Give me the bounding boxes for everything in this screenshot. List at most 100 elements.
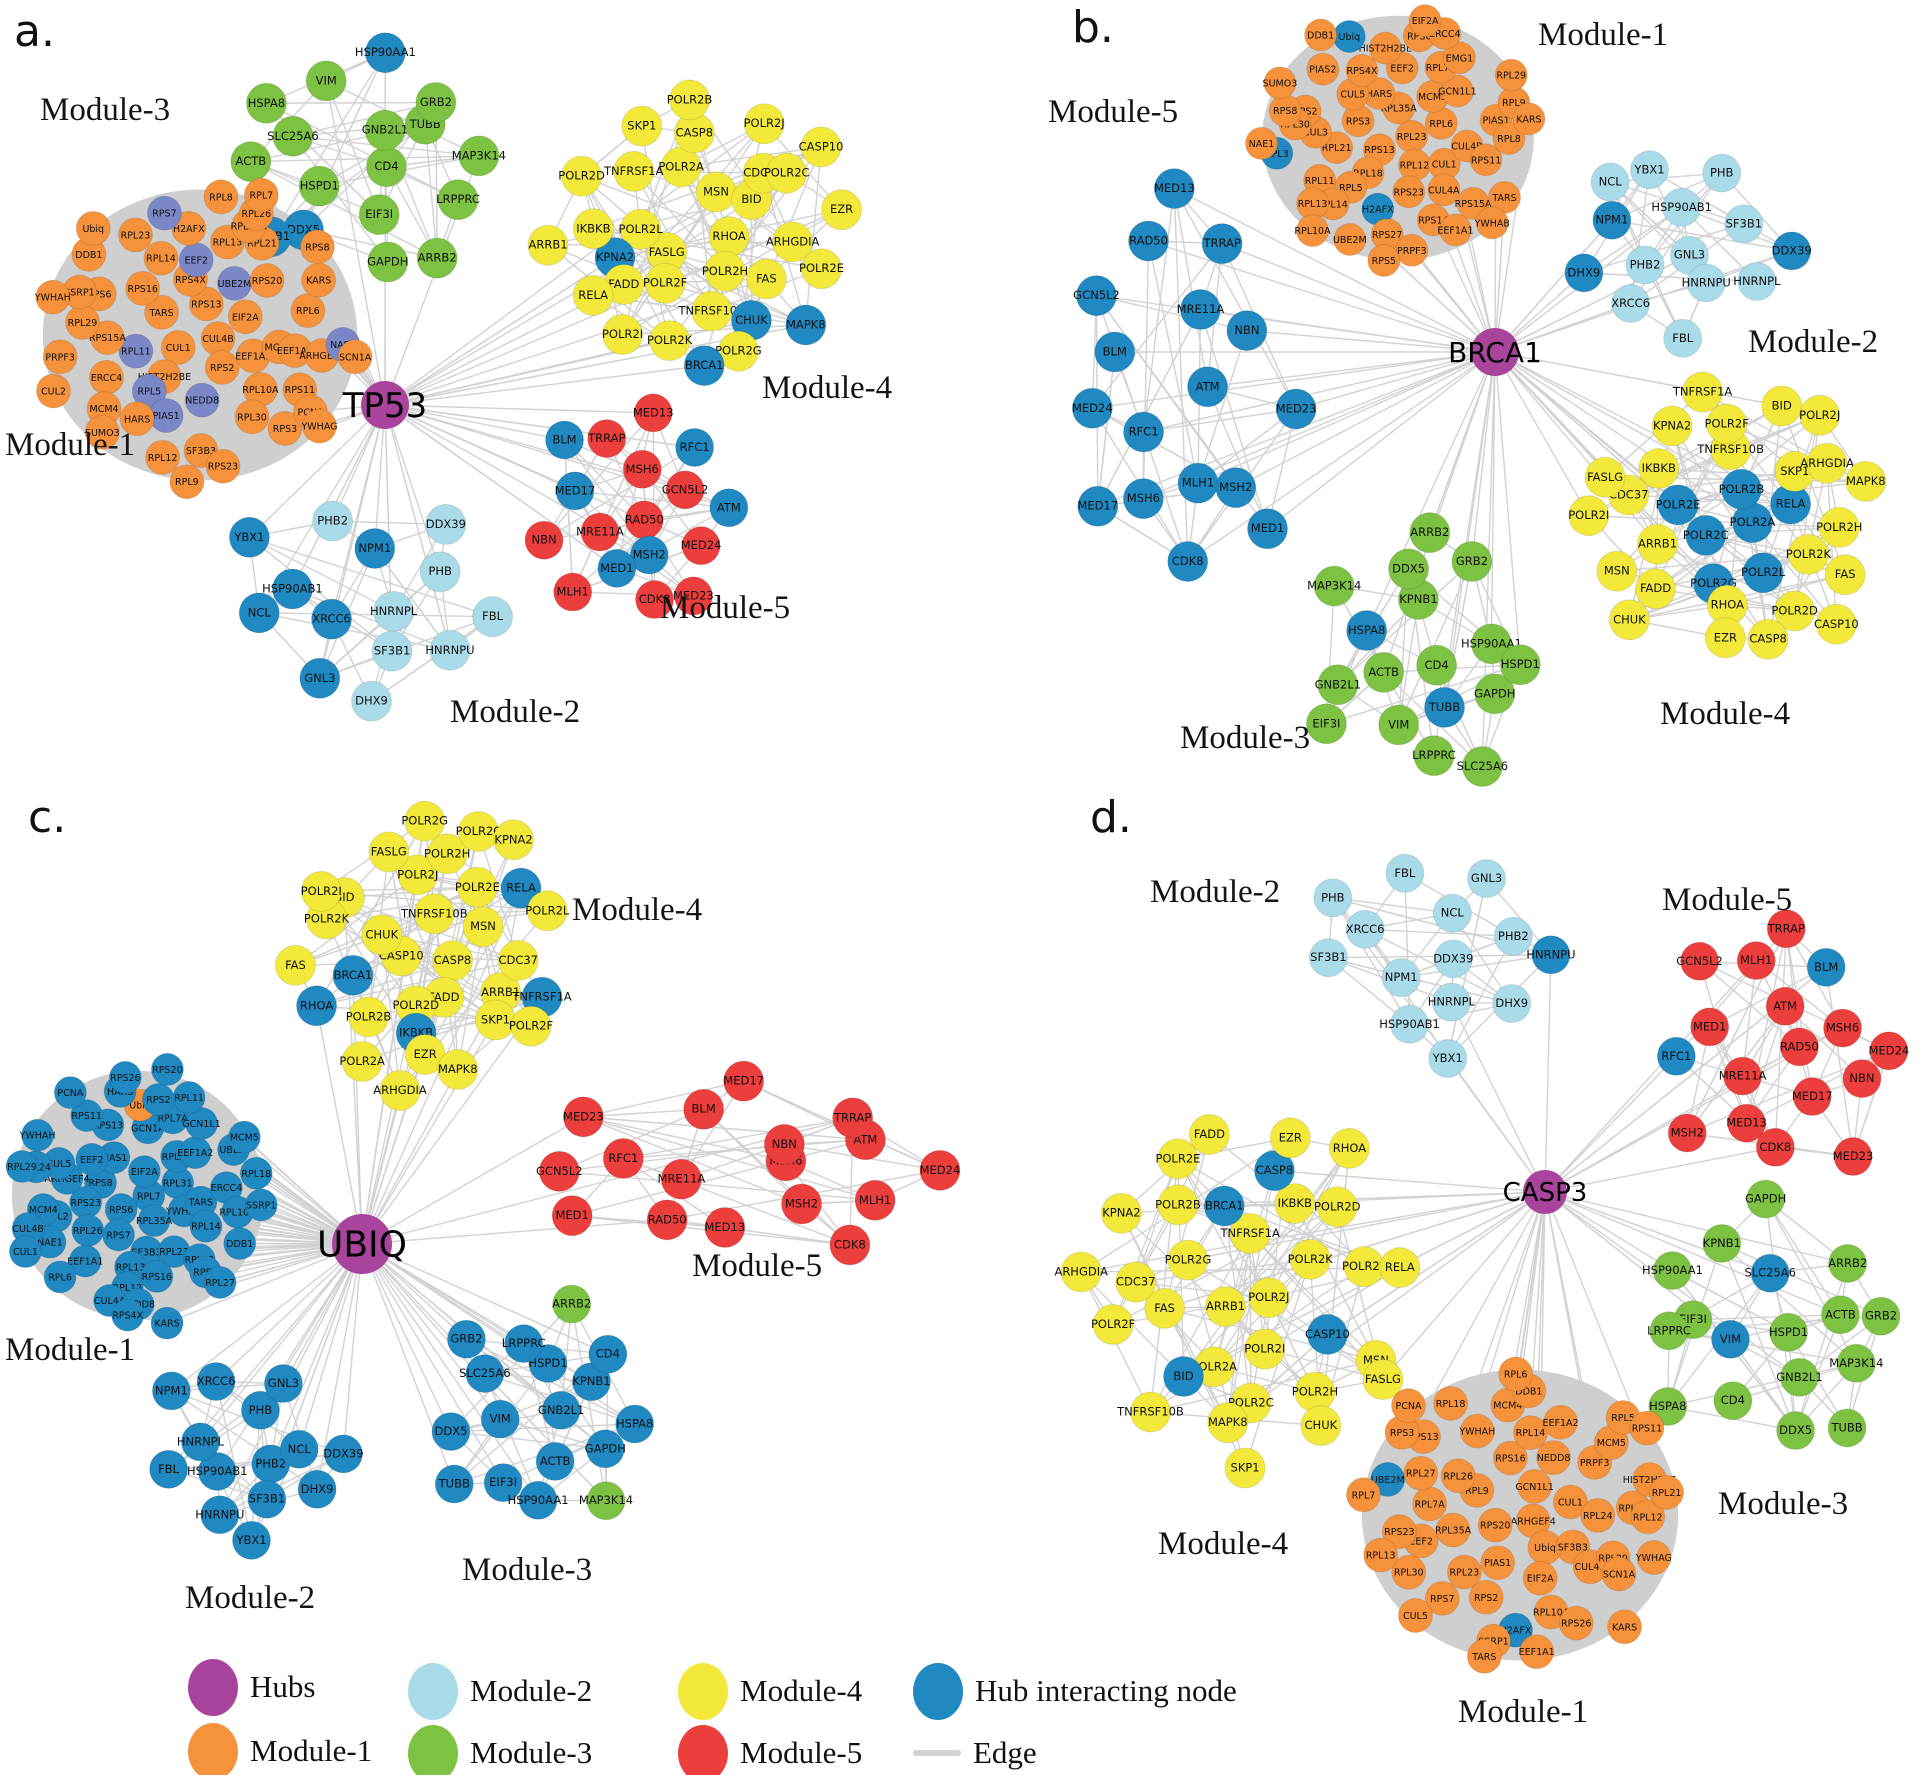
node-NBN[interactable]: NBN [1226, 310, 1268, 352]
node-POLR2J[interactable]: POLR2J [397, 854, 438, 896]
node-MAPK8[interactable]: MAPK8 [785, 304, 827, 346]
node-circle[interactable] [1157, 1184, 1199, 1226]
node-EIF2A[interactable]: EIF2A [1408, 4, 1442, 38]
node-POLR2G[interactable]: POLR2G [1165, 1239, 1212, 1281]
node-RPS27[interactable]: RPS27 [1370, 218, 1404, 252]
node-RAD50[interactable]: RAD50 [624, 500, 664, 540]
node-circle[interactable] [772, 221, 814, 263]
node-POLR2B[interactable]: POLR2B [346, 996, 392, 1038]
node-circle[interactable] [1608, 599, 1650, 641]
node-circle[interactable] [1187, 366, 1229, 408]
node-DDX5[interactable]: DDX5 [431, 1412, 471, 1452]
node-circle[interactable] [456, 866, 498, 908]
node-circle[interactable] [1649, 1311, 1689, 1351]
node-CASP8[interactable]: CASP8 [432, 940, 474, 982]
node-RPL11[interactable]: RPL11 [172, 1080, 206, 1114]
node-circle[interactable] [1806, 947, 1846, 987]
node-circle[interactable] [1766, 909, 1806, 949]
node-circle[interactable] [203, 1265, 237, 1299]
node-circle[interactable] [1611, 283, 1651, 323]
node-LRPPRC[interactable]: LRPPRC [1412, 735, 1456, 777]
node-circle[interactable] [462, 906, 504, 948]
node-TRRAP[interactable]: TRRAP [1766, 909, 1806, 949]
node-DHX9[interactable]: DHX9 [1564, 253, 1604, 293]
node-HIST2H2BE[interactable]: HIST2H2BE [1359, 31, 1413, 65]
node-circle[interactable] [1651, 405, 1693, 447]
node-FAS[interactable]: FAS [1824, 554, 1866, 596]
node-POLR2C[interactable]: POLR2C [764, 152, 810, 194]
hub-UBIQ[interactable]: UBIQ [317, 1214, 407, 1274]
node-POLR2G[interactable]: POLR2G [401, 800, 448, 842]
node-circle[interactable] [472, 596, 514, 638]
node-circle[interactable] [526, 890, 568, 932]
node-VIM[interactable]: VIM [480, 1399, 520, 1439]
node-circle[interactable] [1824, 554, 1866, 596]
node-HSPA8[interactable]: HSPA8 [1648, 1387, 1688, 1427]
node-MLH1[interactable]: MLH1 [553, 572, 593, 612]
node-circle[interactable] [1742, 552, 1784, 594]
node-MED17[interactable]: MED17 [723, 1060, 765, 1102]
node-ARRB1[interactable]: ARRB1 [1636, 523, 1678, 565]
node-HARS[interactable]: HARS [1362, 76, 1396, 110]
node-RPL13[interactable]: RPL13 [1363, 1537, 1399, 1573]
node-HNRNPU[interactable]: HNRNPU [425, 629, 475, 671]
node-circle[interactable] [1092, 1303, 1134, 1345]
node-circle[interactable] [437, 1049, 479, 1091]
node-circle[interactable] [425, 503, 467, 545]
node-RFC1[interactable]: RFC1 [602, 1137, 644, 1179]
node-PHB[interactable]: PHB [1702, 153, 1742, 193]
node-POLR2L[interactable]: POLR2L [619, 208, 664, 250]
node-circle[interactable] [1498, 1356, 1534, 1392]
node-circle[interactable] [151, 1371, 191, 1411]
node-circle[interactable] [1682, 371, 1724, 413]
node-circle[interactable] [274, 944, 316, 986]
node-CUL5[interactable]: CUL5 [1397, 1598, 1433, 1634]
node-EZR[interactable]: EZR [1269, 1117, 1311, 1159]
node-circle[interactable] [1746, 1179, 1786, 1219]
node-circle[interactable] [1363, 1537, 1399, 1573]
node-circle[interactable] [299, 657, 341, 699]
node-circle[interactable] [1367, 243, 1401, 277]
node-HSPD1[interactable]: HSPD1 [298, 165, 340, 207]
node-FAS[interactable]: FAS [745, 258, 787, 300]
node-circle[interactable] [1685, 514, 1727, 556]
node-circle[interactable] [1424, 686, 1466, 728]
node-KPNA2[interactable]: KPNA2 [1651, 405, 1693, 447]
node-circle[interactable] [1652, 1251, 1692, 1291]
node-circle[interactable] [297, 1469, 337, 1509]
node-MED23[interactable]: MED23 [562, 1096, 604, 1138]
node-circle[interactable] [247, 1479, 287, 1519]
node-circle[interactable] [832, 1097, 874, 1139]
node-GCN5L2[interactable]: GCN5L2 [662, 470, 709, 510]
node-ARHGDIA[interactable]: ARHGDIA [766, 221, 820, 263]
node-HARS[interactable]: HARS [119, 401, 155, 437]
node-circle[interactable] [429, 629, 471, 671]
node-HSP90AB1[interactable]: HSP90AB1 [187, 1452, 248, 1492]
node-circle[interactable] [108, 1060, 142, 1094]
node-RPS8[interactable]: RPS8 [1268, 94, 1302, 128]
node-circle[interactable] [437, 179, 479, 221]
node-TRRAP[interactable]: TRRAP [587, 419, 627, 459]
node-IKBKB[interactable]: IKBKB [1274, 1183, 1316, 1225]
node-CDK8[interactable]: CDK8 [635, 580, 675, 620]
node-XRCC6[interactable]: XRCC6 [1611, 283, 1651, 323]
node-circle[interactable] [169, 464, 205, 500]
node-circle[interactable] [1451, 540, 1493, 582]
node-MED24[interactable]: MED24 [1071, 387, 1113, 429]
node-HSP90AB1[interactable]: HSP90AB1 [262, 568, 323, 610]
node-KPNB1[interactable]: KPNB1 [571, 1362, 611, 1402]
node-SCN1A[interactable]: SCN1A [337, 339, 373, 375]
node-circle[interactable] [1077, 485, 1119, 527]
node-circle[interactable] [341, 1040, 383, 1082]
node-RPS26[interactable]: RPS26 [108, 1060, 142, 1094]
node-circle[interactable] [1769, 1312, 1809, 1352]
node-POLR2K[interactable]: POLR2K [1786, 533, 1832, 575]
node-circle[interactable] [239, 1156, 273, 1190]
node-circle[interactable] [1656, 1036, 1696, 1076]
node-RPL13[interactable]: RPL13 [1296, 187, 1330, 221]
node-RPL14[interactable]: RPL14 [189, 1209, 223, 1243]
node-circle[interactable] [504, 1324, 544, 1364]
node-VIM[interactable]: VIM [305, 60, 347, 102]
node-circle[interactable] [1433, 939, 1473, 979]
node-NCL[interactable]: NCL [1590, 162, 1630, 202]
